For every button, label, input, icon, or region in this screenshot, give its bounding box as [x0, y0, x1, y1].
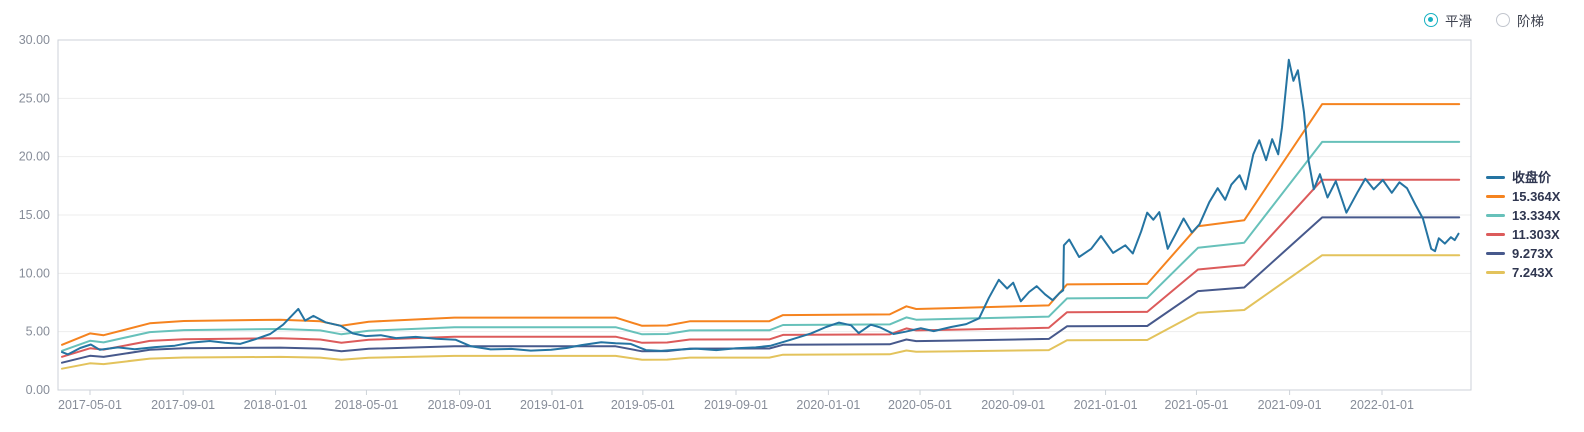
x-axis-label: 2018-01-01 [244, 398, 308, 412]
radio-smooth-label: 平滑 [1445, 14, 1472, 29]
x-axis-label: 2019-05-01 [611, 398, 675, 412]
x-axis-label: 2019-09-01 [704, 398, 768, 412]
band-line-7.243x [61, 254, 1461, 370]
x-axis-label: 2020-05-01 [888, 398, 952, 412]
legend-swatch-11.303x [1486, 233, 1505, 236]
legend-label-13.334x: 13.334X [1512, 208, 1561, 223]
band-line-15.364x [61, 103, 1461, 346]
x-axis-label: 2018-09-01 [428, 398, 492, 412]
y-axis-label: 30.00 [19, 33, 50, 47]
x-axis-label: 2018-05-01 [334, 398, 398, 412]
line-mode-radio-group: 平滑 阶梯 [1424, 10, 1544, 30]
radio-step[interactable]: 阶梯 [1496, 10, 1544, 30]
radio-smooth-icon [1424, 13, 1438, 27]
legend-item-close[interactable]: 收盘价 [1486, 171, 1560, 184]
legend-swatch-close [1486, 176, 1505, 179]
plot-border [57, 39, 1472, 391]
y-axis-label: 10.00 [19, 266, 50, 280]
radio-smooth[interactable]: 平滑 [1424, 10, 1472, 30]
y-axis-label: 20.00 [19, 150, 50, 164]
legend-label-9.273x: 9.273X [1512, 246, 1554, 261]
legend-label-close: 收盘价 [1512, 170, 1552, 185]
legend-item-15.364x[interactable]: 15.364X [1486, 190, 1560, 203]
x-axis-label: 2021-01-01 [1074, 398, 1138, 412]
legend-swatch-15.364x [1486, 195, 1505, 198]
x-axis-label: 2017-05-01 [58, 398, 122, 412]
legend-swatch-7.243x [1486, 271, 1505, 274]
x-axis-label: 2020-01-01 [796, 398, 860, 412]
x-axis-label: 2021-05-01 [1164, 398, 1228, 412]
x-axis-label: 2017-09-01 [151, 398, 215, 412]
legend-item-11.303x[interactable]: 11.303X [1486, 228, 1560, 241]
legend: 收盘价 15.364X 13.334X 11.303X 9.273X 7.243X [1486, 171, 1560, 279]
radio-step-icon [1496, 13, 1510, 27]
y-axis-label: 15.00 [19, 208, 50, 222]
x-axis-label: 2021-09-01 [1258, 398, 1322, 412]
radio-step-label: 阶梯 [1517, 14, 1544, 29]
x-axis-label: 2020-09-01 [981, 398, 1045, 412]
y-axis-label: 0.00 [26, 383, 50, 397]
legend-label-11.303x: 11.303X [1512, 227, 1560, 242]
legend-swatch-13.334x [1486, 214, 1505, 217]
close-price-line [61, 58, 1460, 356]
band-line-9.273x [61, 216, 1461, 364]
legend-label-15.364x: 15.364X [1512, 189, 1561, 204]
legend-label-7.243x: 7.243X [1512, 265, 1554, 280]
x-axis-label: 2019-01-01 [520, 398, 584, 412]
band-line-13.334x [61, 140, 1461, 352]
legend-item-13.334x[interactable]: 13.334X [1486, 209, 1560, 222]
y-axis-label: 5.00 [26, 325, 50, 339]
x-axis-label: 2022-01-01 [1350, 398, 1414, 412]
y-axis-label: 25.00 [19, 91, 50, 105]
band-line-11.303x [61, 178, 1461, 358]
legend-item-7.243x[interactable]: 7.243X [1486, 266, 1560, 279]
legend-item-9.273x[interactable]: 9.273X [1486, 247, 1560, 260]
legend-swatch-9.273x [1486, 252, 1505, 255]
